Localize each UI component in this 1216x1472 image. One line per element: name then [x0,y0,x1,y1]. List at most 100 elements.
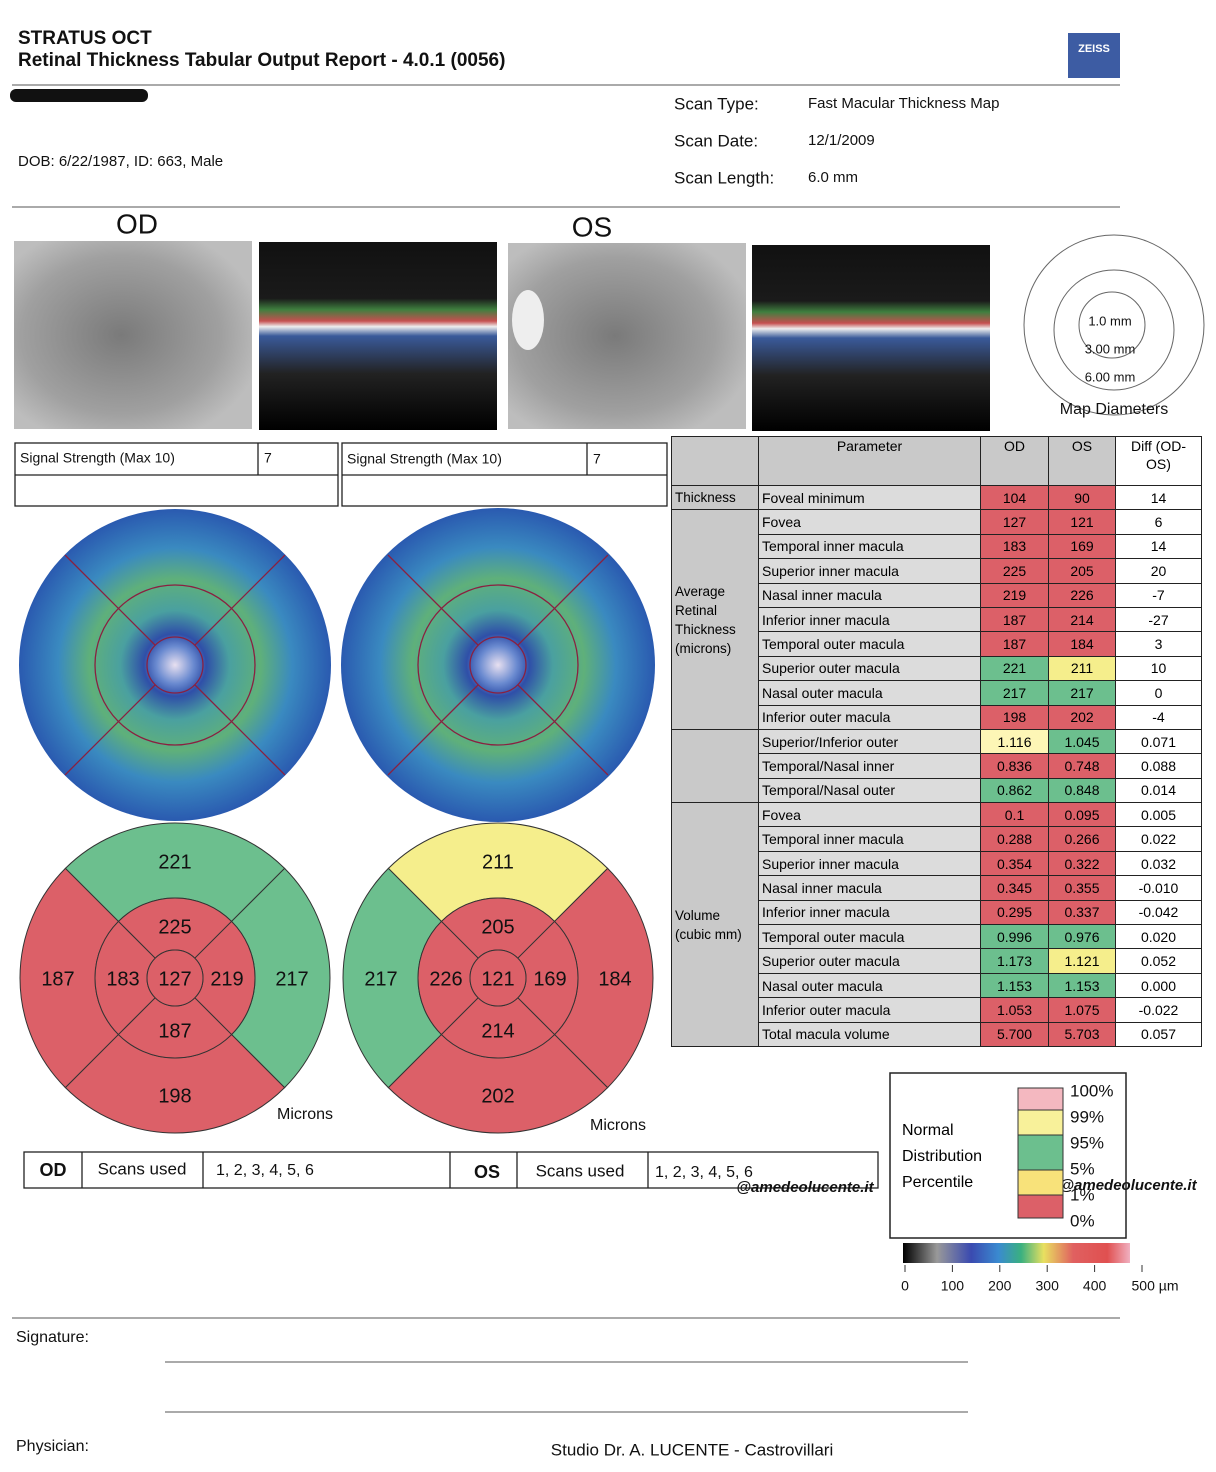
od-value: 219 [980,582,1049,608]
parameter: Temporal outer macula [758,924,981,950]
diff-value: 14 [1115,484,1202,511]
od-value: 198 [980,704,1049,730]
table-row: Temporal outer macula 0.996 0.976 0.020 [672,924,1202,950]
parameter: Nasal inner macula [758,875,981,901]
parameter: Inferior outer macula [758,997,981,1023]
group-label: Average Retinal Thickness (microns) [671,509,759,730]
redaction [10,89,148,102]
os-value: 169 [1048,533,1116,560]
diff-value: 0.052 [1115,948,1202,974]
diff-value: -27 [1115,606,1202,633]
os-value: 184 [1048,631,1116,657]
os-value: 0.322 [1048,850,1116,877]
sector [469,949,527,1007]
parameter: Inferior outer macula [758,704,981,730]
thickness-map [19,508,655,822]
diff-value: 0.088 [1115,753,1202,779]
sector-value: 217 [364,968,397,990]
scans-value: 1, 2, 3, 4, 5, 6 [216,1162,314,1179]
sector-value: 169 [533,968,566,990]
diff-value: 0.020 [1115,924,1202,950]
patient-info: DOB: 6/22/1987, ID: 663, Male [18,153,223,170]
parameter-table: Parameter OD OS Diff (OD-OS) Thickness Foveal… [671,436,1202,1047]
header-cell: Diff (OD-OS) [1115,436,1202,486]
sector-value: 217 [275,968,308,990]
legend-percentile: 100% [1070,1081,1113,1100]
signature-label: Signature: [16,1329,89,1346]
group-label: Thickness [671,484,759,511]
oct-scan [259,242,497,430]
header-cell: Parameter [758,436,981,486]
physician-label: Physician: [16,1438,89,1455]
table-row: Nasal outer macula 1.153 1.153 0.000 [672,972,1202,999]
os-value: 214 [1048,606,1116,633]
signal-label: Signal Strength (Max 10) [20,450,175,466]
diff-value: 20 [1115,558,1202,584]
table-row: Inferior outer macula 1.053 1.075 -0.022 [672,997,1202,1023]
parameter: Temporal outer macula [758,631,981,657]
oct-scan [752,245,990,431]
od-value: 0.288 [980,826,1049,852]
logo-box [1068,33,1120,78]
diameter-caption: Map Diameters [1060,401,1168,418]
sector-value: 226 [429,968,462,990]
header-cell: OD [980,436,1049,486]
diff-value: -0.042 [1115,899,1202,926]
diff-value: 0.032 [1115,850,1202,877]
diff-value: 0 [1115,680,1202,706]
od-value: 127 [980,509,1049,535]
diameter-circles [1023,234,1205,416]
sector-value: 211 [482,851,514,873]
diff-value: 0.071 [1115,728,1202,755]
od-value: 187 [980,606,1049,633]
sector-value: 127 [158,968,191,990]
od-value: 104 [980,484,1049,511]
scans-label: Scans used [98,1159,187,1178]
diff-value: -0.022 [1115,997,1202,1023]
signal-value: 7 [264,450,272,466]
diff-value: 0.014 [1115,777,1202,804]
legend-percentile: 95% [1070,1133,1104,1152]
od-value: 5.700 [980,1021,1049,1047]
legend-swatch [1017,1134,1064,1171]
os-value: 0.355 [1048,875,1116,901]
od-value: 0.295 [980,899,1049,926]
table-row: Total macula volume 5.700 5.703 0.057 [672,1021,1202,1047]
table-row: Superior inner macula 0.354 0.322 0.032 [672,850,1202,877]
logo: ZEISS [1078,43,1110,55]
scan-label: Scan Type: [674,94,759,113]
colorbar-tick-label: 300 [1036,1278,1060,1294]
os-value: 1.075 [1048,997,1116,1023]
parameter: Nasal inner macula [758,582,981,608]
table-row: Temporal inner macula 0.288 0.266 0.022 [672,826,1202,852]
table-row: Temporal/Nasal outer 0.862 0.848 0.014 [672,777,1202,804]
unit-label: Microns [590,1117,646,1134]
sector-value: 219 [210,968,243,990]
colorbar-tick-label: 100 [941,1278,965,1294]
od-value: 187 [980,631,1049,657]
sector-value: 121 [481,968,514,990]
sector-value: 214 [481,1020,514,1042]
parameter: Superior inner macula [758,558,981,584]
diff-value: 0.022 [1115,826,1202,852]
parameter: Temporal inner macula [758,826,981,852]
parameter: Superior/Inferior outer [758,728,981,755]
os-value: 121 [1048,509,1116,535]
od-value: 0.996 [980,924,1049,950]
table-row: Temporal outer macula 187 184 3 [672,631,1202,657]
header-cell: OS [1048,436,1116,486]
od-value: 0.354 [980,850,1049,877]
diff-value: 0.005 [1115,802,1202,828]
table-row: Superior outer macula 221 211 10 [672,655,1202,682]
sector-value: 187 [41,968,74,990]
parameter: Superior outer macula [758,655,981,682]
table-row: Inferior inner macula 187 214 -27 [672,606,1202,633]
os-value: 5.703 [1048,1021,1116,1047]
diff-value: -4 [1115,704,1202,730]
parameter: Nasal outer macula [758,680,981,706]
sector-value: 183 [106,968,139,990]
subtitle: Retinal Thickness Tabular Output Report … [18,50,505,71]
diff-value: 0.057 [1115,1021,1202,1047]
